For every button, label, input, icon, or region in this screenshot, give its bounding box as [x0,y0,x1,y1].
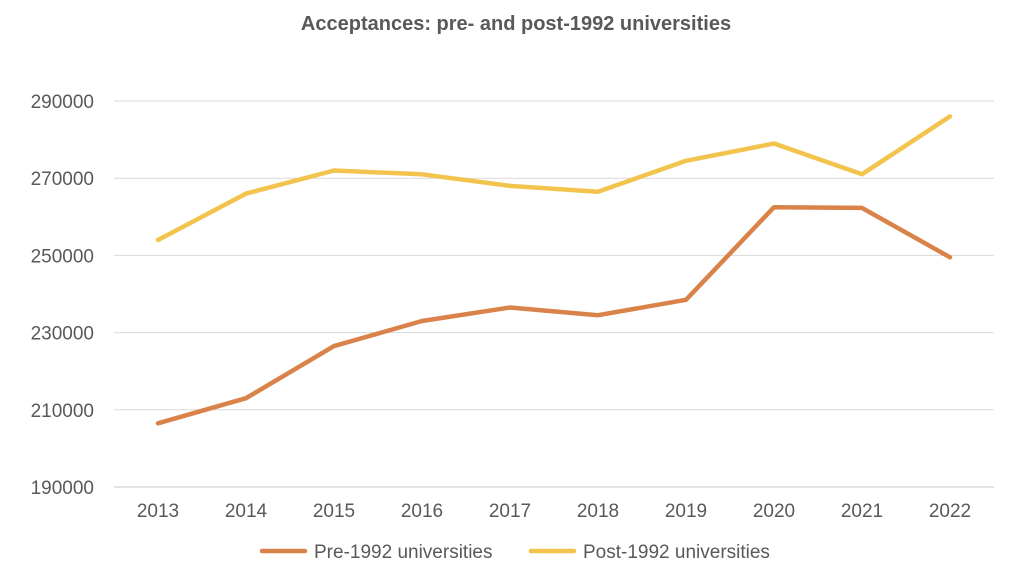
x-tick-label: 2021 [841,501,883,522]
x-tick-label: 2014 [225,501,268,522]
y-tick-label: 250000 [31,246,94,267]
y-tick-label: 270000 [31,169,94,190]
x-tick-label: 2018 [577,501,619,522]
y-tick-label: 210000 [31,401,94,422]
x-tick-label: 2019 [665,501,707,522]
y-tick-label: 190000 [31,478,94,499]
legend-label: Pre-1992 universities [314,542,492,563]
x-tick-label: 2020 [753,501,795,522]
legend-label: Post-1992 universities [583,542,770,563]
legend-item: Post-1992 universities [528,542,770,563]
x-tick-label: 2013 [137,501,179,522]
x-tick-label: 2017 [489,501,531,522]
series-lines [155,114,953,426]
y-axis-ticks: 190000 210000 230000 250000 270000 290000 [31,92,94,499]
x-tick-label: 2016 [401,501,443,522]
y-tick-label: 230000 [31,324,94,345]
legend: Pre-1992 universities Post-1992 universit… [259,542,770,563]
series-line-post-1992 [155,114,953,243]
gridlines [114,100,994,488]
x-tick-label: 2015 [313,501,355,522]
chart-title: Acceptances: pre- and post-1992 universi… [301,13,731,35]
x-axis-ticks: 2013 2014 2015 2016 2017 2018 2019 2020 2021 2022 [137,501,971,522]
y-tick-label: 290000 [31,92,94,113]
series-line-pre-1992 [155,204,953,426]
x-tick-label: 2022 [929,501,971,522]
legend-item: Pre-1992 universities [259,542,492,563]
